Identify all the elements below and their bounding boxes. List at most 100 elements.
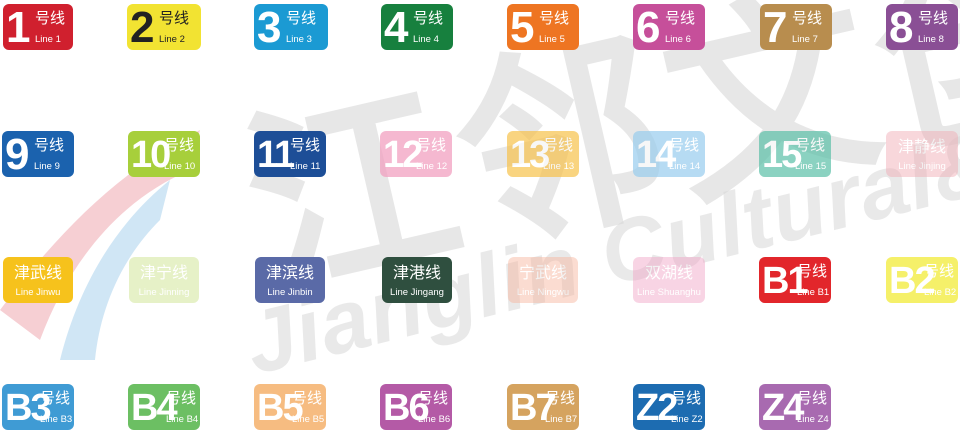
badge-line-z4: Z4 号线 Line Z4 <box>759 384 831 430</box>
line-number: 3 <box>257 4 282 50</box>
line-english: Line 13 <box>543 161 575 172</box>
line-name: 宁武线 <box>518 263 567 282</box>
badge-line-ningwu: 宁武线 Line Ningwu <box>508 257 578 303</box>
line-english: Line Z2 <box>671 414 703 425</box>
line-english: Line B5 <box>292 414 325 425</box>
line-number: 8 <box>889 4 914 50</box>
line-number: 14 <box>636 134 676 176</box>
line-english: Line 1 <box>35 34 61 45</box>
badge-line-15: 15 号线 Line 15 <box>759 131 831 177</box>
badge-line-8: 8 号线 Line 8 <box>886 4 958 50</box>
line-english: Line Z4 <box>797 414 829 425</box>
badge-line-4: 4 号线 Line 4 <box>381 4 453 50</box>
badge-line-5: 5 号线 Line 5 <box>507 4 579 50</box>
badge-line-shuanghu: 双湖线 Line Shuanghu <box>633 257 705 303</box>
badge-line-b3: B3 号线 Line B3 <box>2 384 74 430</box>
line-number: 4 <box>384 4 409 50</box>
line-suffix: 号线 <box>543 136 574 154</box>
line-english: Line 10 <box>164 161 196 172</box>
line-english: Line Ningwu <box>516 287 570 298</box>
badge-line-b7: B7 号线 Line B7 <box>507 384 579 430</box>
line-suffix: 号线 <box>918 9 949 27</box>
line-number: 9 <box>5 131 30 177</box>
line-suffix: 号线 <box>795 136 826 154</box>
line-english: Line 7 <box>792 34 818 45</box>
line-english: Line B7 <box>545 414 578 425</box>
line-suffix: 号线 <box>418 389 449 407</box>
line-suffix: 号线 <box>290 136 321 154</box>
line-suffix: 号线 <box>416 136 447 154</box>
line-name: 津宁线 <box>139 263 188 282</box>
line-number: 11 <box>257 134 295 176</box>
line-english: Line 6 <box>665 34 691 45</box>
line-number: 5 <box>510 4 535 50</box>
line-english: Line 9 <box>34 161 60 172</box>
line-suffix: 号线 <box>671 389 702 407</box>
line-suffix: 号线 <box>539 9 570 27</box>
badge-line-jinjing: 津静线 Line Jinjing <box>886 131 958 177</box>
line-number: 7 <box>763 4 788 50</box>
line-english: Line Jinjing <box>898 161 946 172</box>
line-english: Line 5 <box>539 34 565 45</box>
badge-line-b1: B1 号线 Line B1 <box>759 257 831 303</box>
line-english: Line Jinning <box>138 287 190 298</box>
line-suffix: 号线 <box>413 9 444 27</box>
line-number: 2 <box>130 4 155 50</box>
line-suffix: 号线 <box>35 9 66 27</box>
line-number: 10 <box>131 134 171 176</box>
badge-line-6: 6 号线 Line 6 <box>633 4 705 50</box>
line-suffix: 号线 <box>159 9 190 27</box>
line-suffix: 号线 <box>665 9 696 27</box>
line-name: 津静线 <box>897 137 946 156</box>
line-suffix: 号线 <box>924 262 955 280</box>
badge-line-2: 2 号线 Line 2 <box>127 4 201 50</box>
badge-line-jinning: 津宁线 Line Jinning <box>129 257 199 303</box>
line-english: Line B1 <box>797 287 830 298</box>
badge-line-10: 10 号线 Line 10 <box>128 131 200 177</box>
badge-line-b2: B2 号线 Line B2 <box>886 257 958 303</box>
line-number: B6 <box>383 387 430 429</box>
line-number: Z2 <box>636 387 678 429</box>
line-suffix: 号线 <box>164 136 195 154</box>
line-english: Line 14 <box>669 161 701 172</box>
line-suffix: 号线 <box>166 389 197 407</box>
line-english: Line 12 <box>416 161 448 172</box>
line-number: B4 <box>131 387 178 429</box>
badge-line-11: 11 号线 Line 11 <box>254 131 326 177</box>
line-number: B3 <box>5 387 52 429</box>
line-english: Line 2 <box>159 34 185 45</box>
line-name: 津港线 <box>392 263 441 282</box>
line-number: B7 <box>510 387 557 429</box>
line-suffix: 号线 <box>797 389 828 407</box>
badge-line-jinwu: 津武线 Line Jinwu <box>3 257 73 303</box>
badge-line-7: 7 号线 Line 7 <box>760 4 832 50</box>
line-suffix: 号线 <box>292 389 323 407</box>
line-suffix: 号线 <box>792 9 823 27</box>
line-suffix: 号线 <box>669 136 700 154</box>
line-suffix: 号线 <box>797 262 828 280</box>
line-name: 津滨线 <box>265 263 314 282</box>
line-number: B5 <box>257 387 304 429</box>
badge-line-13: 13 号线 Line 13 <box>507 131 579 177</box>
line-english: Line 4 <box>413 34 439 45</box>
badge-line-b6: B6 号线 Line B6 <box>380 384 452 430</box>
badge-line-jingang: 津港线 Line Jingang <box>382 257 452 303</box>
line-number: B2 <box>889 260 936 302</box>
line-number: 15 <box>762 134 802 176</box>
line-english: Line 8 <box>918 34 944 45</box>
line-english: Line Jinbin <box>267 287 313 298</box>
line-english: Line B2 <box>924 287 957 298</box>
line-number: 12 <box>383 134 423 176</box>
line-number: B1 <box>762 260 809 302</box>
badge-line-9: 9 号线 Line 9 <box>2 131 74 177</box>
line-english: Line Jingang <box>390 287 444 298</box>
line-suffix: 号线 <box>34 136 65 154</box>
line-number: Z4 <box>762 387 804 429</box>
line-english: Line Shuanghu <box>637 287 701 298</box>
line-english: Line B4 <box>166 414 199 425</box>
line-name: 双湖线 <box>644 263 693 282</box>
line-number: 6 <box>636 4 661 50</box>
badge-line-b5: B5 号线 Line B5 <box>254 384 326 430</box>
line-english: Line 15 <box>795 161 827 172</box>
badge-line-1: 1 号线 Line 1 <box>3 4 73 50</box>
